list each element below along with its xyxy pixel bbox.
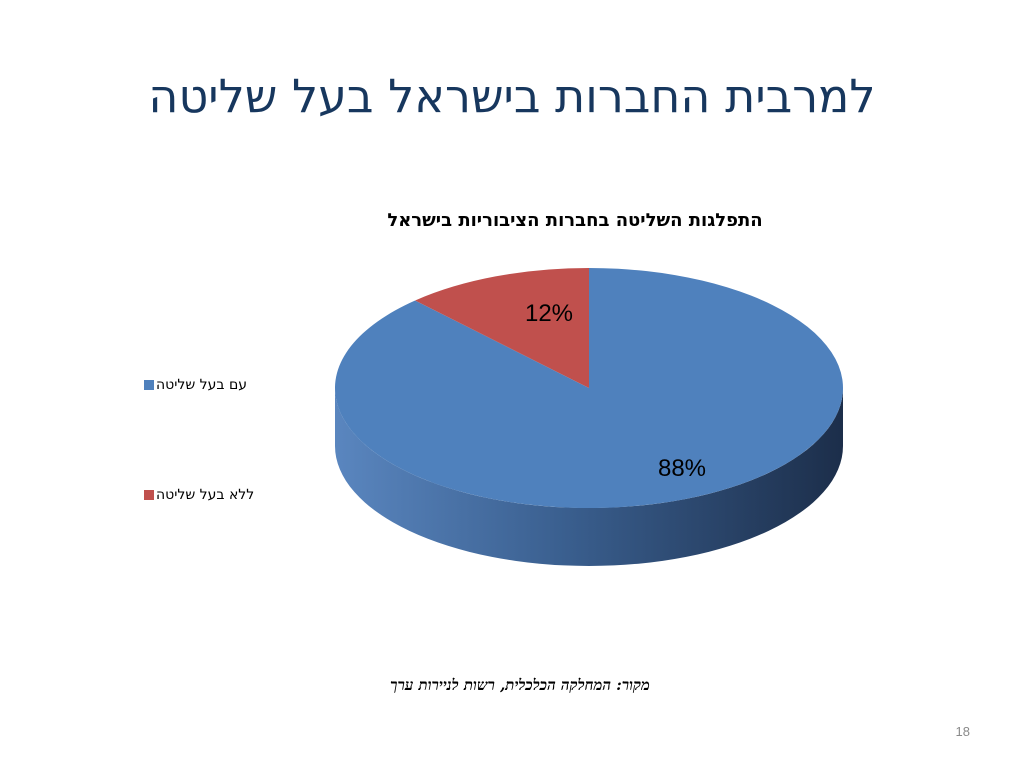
data-label-1: 12% bbox=[525, 300, 573, 327]
legend-item-without-controller: ללא בעל שליטה bbox=[144, 484, 254, 506]
source-note: מקור: המחלקה הכלכלית, רשות לניירות ערך bbox=[390, 676, 650, 694]
chart-title: התפלגות השליטה בחברות הציבוריות בישראל bbox=[387, 210, 763, 231]
legend-label: ללא בעל שליטה bbox=[156, 487, 255, 503]
legend-label: עם בעל שליטה bbox=[156, 377, 247, 393]
page-number: 18 bbox=[955, 724, 970, 739]
pie-side-wall bbox=[335, 388, 843, 566]
legend-item-with-controller: עם בעל שליטה bbox=[144, 374, 247, 396]
legend-swatch-blue bbox=[144, 380, 154, 390]
pie-slice-0 bbox=[335, 268, 843, 509]
pie-slice-1 bbox=[415, 268, 589, 388]
slide-title: למרבית החברות בישראל בעל שליטה bbox=[148, 69, 876, 123]
legend-swatch-red bbox=[144, 490, 154, 500]
data-label-0: 88% bbox=[658, 455, 706, 482]
